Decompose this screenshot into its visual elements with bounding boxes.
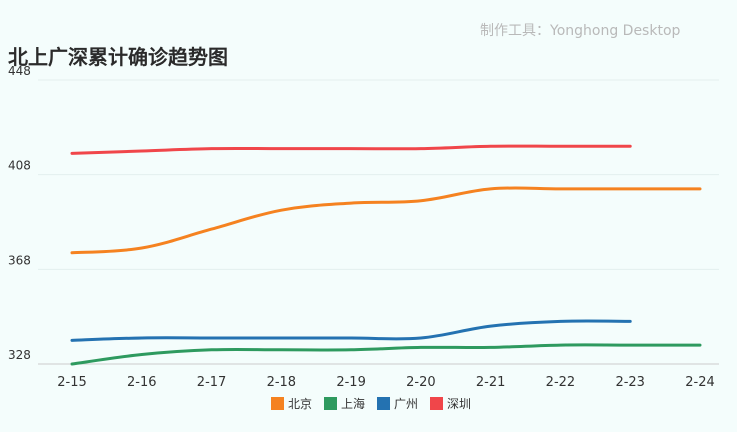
series-line-广州 [70,319,632,342]
legend-swatch [271,397,284,410]
legend-item[interactable]: 深圳 [430,395,471,412]
legend-item[interactable]: 北京 [271,395,312,412]
x-axis-ticks: 2-15 2-16 2-17 2-18 2-19 2-20 2-21 2-22 2-23 2-24 [57,375,715,390]
y-axis-ticks: 328 368 408 448 [8,64,31,362]
series-line-上海 [70,343,702,366]
x-tick-label: 2-21 [476,375,506,390]
watermark-text: 制作工具：Yonghong Desktop [480,23,681,39]
x-tick-label: 2-23 [615,375,645,390]
legend-label: 深圳 [447,397,472,411]
y-tick-label: 408 [8,159,31,173]
legend-label: 广州 [394,397,419,411]
legend-label: 上海 [341,397,366,411]
legend-swatch [430,397,444,410]
legend-swatch [377,397,391,410]
x-tick-label: 2-16 [127,375,157,390]
legend-swatch [324,397,338,410]
y-tick-label: 448 [8,64,31,78]
x-tick-label: 2-17 [197,375,227,390]
legend-item[interactable]: 广州 [377,395,418,412]
x-tick-label: 2-22 [546,375,576,390]
chart-title: 北上广深累计确诊趋势图 [8,45,228,69]
x-tick-label: 2-19 [336,375,366,390]
legend: 北京 上海 广州 深圳 [271,395,471,412]
y-tick-label: 368 [8,253,31,267]
grid-layer [38,79,719,365]
x-tick-label: 2-24 [685,375,715,390]
x-tick-label: 2-15 [57,375,87,390]
legend-item[interactable]: 上海 [324,395,365,412]
y-tick-label: 328 [8,348,31,362]
series-line-北京 [70,186,702,255]
series-layer [70,144,702,366]
x-tick-label: 2-18 [267,375,297,390]
series-line-深圳 [70,144,632,155]
legend-label: 北京 [288,397,313,411]
x-tick-label: 2-20 [406,375,436,390]
